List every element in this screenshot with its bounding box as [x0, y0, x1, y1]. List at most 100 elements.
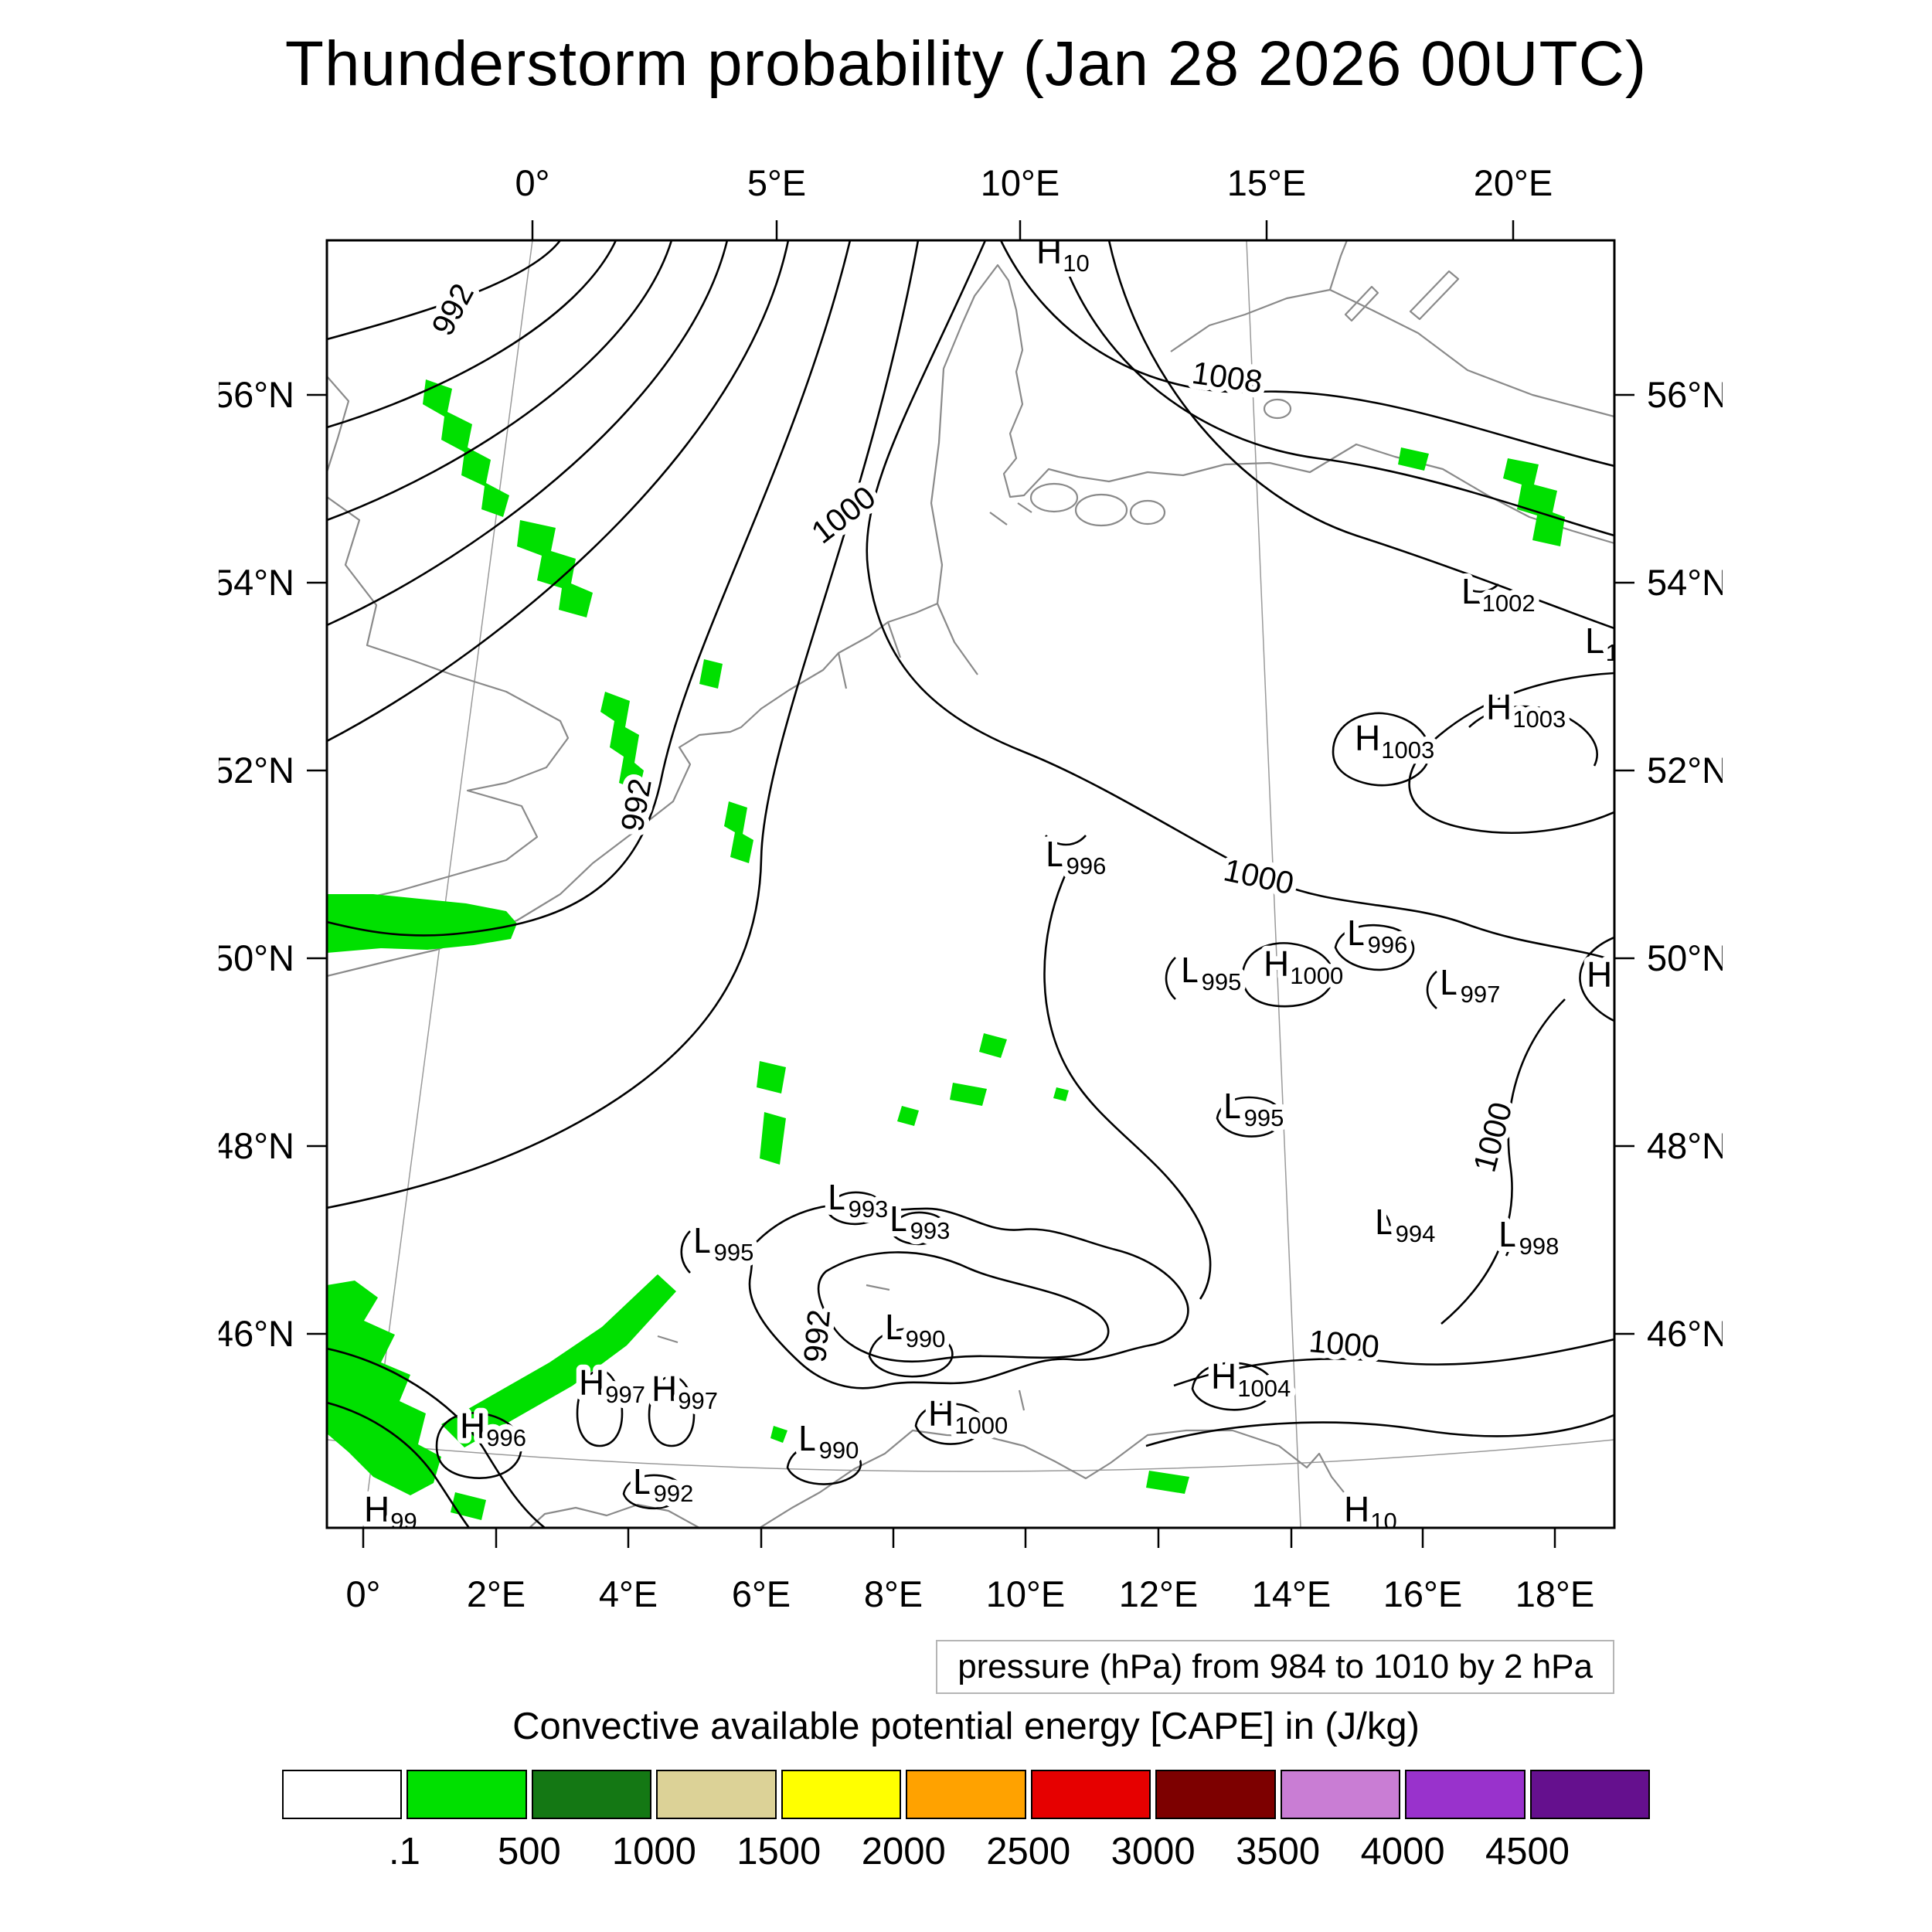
isobar-value-label: 992 [797, 1308, 837, 1364]
isobar-path [1216, 1096, 1284, 1138]
isobar-value-label: 1000 [1308, 1323, 1381, 1365]
axis-label-top: 5°E [747, 162, 806, 203]
axis-label-top: 10°E [981, 162, 1060, 203]
coastline-path [759, 1429, 1380, 1528]
pressure-center-label-l996: L996 [1046, 834, 1106, 879]
isobar-path [889, 1211, 947, 1246]
colorbar-cell [656, 1770, 777, 1819]
cape-region [1053, 1087, 1069, 1101]
isobar-path [1468, 705, 1598, 767]
axis-label-left: 50°N [219, 937, 294, 978]
pressure-center-label-h997: H997 [651, 1369, 718, 1414]
pressure-center-label-l996: L996 [1347, 913, 1407, 958]
cape-region [724, 801, 753, 863]
colorbar-tick-label: 500 [498, 1831, 561, 1872]
cape-region [979, 1033, 1007, 1058]
pressure-center-label-h1000: H1000 [928, 1393, 1008, 1439]
isobar-path [999, 240, 1614, 468]
pressure-center-label-l1002: L1002 [1461, 571, 1536, 617]
colorbar-tick-label: .1 [389, 1831, 420, 1872]
isobar-path [1334, 923, 1415, 971]
isobar-path [1191, 1362, 1274, 1411]
colorbar-tick-labels: .1 500 1000 1500 2000 2500 3000 3500 4000 4500 [282, 1830, 1650, 1878]
pressure-cape-map-svg: H10 L1002 L10 H1003 H1003 L996 L996 L995 H1000 L9… [213, 162, 1728, 1614]
coastline-path [989, 502, 1032, 526]
colorbar-cell [1405, 1770, 1526, 1819]
island-outline [1409, 270, 1460, 321]
axis-label-right: 52°N [1647, 750, 1723, 791]
coastline-path [529, 1503, 700, 1528]
cape-region [757, 1061, 786, 1094]
graticule-lines [327, 240, 1614, 1528]
coastline-path [327, 376, 350, 473]
isobar-path [1165, 957, 1176, 1000]
graticule-meridian [1246, 240, 1301, 1528]
island-outline [1263, 398, 1292, 420]
pressure-center-label-h1000: H1000 [1264, 944, 1343, 989]
axis-label-bottom: 10°E [986, 1573, 1065, 1614]
pressure-center-label-l993: L993 [889, 1199, 950, 1244]
axis-label-bottom: 12°E [1119, 1573, 1198, 1614]
cape-region [1503, 458, 1565, 546]
isobar-path [622, 1474, 684, 1510]
isobar-path [1461, 583, 1499, 594]
axis-label-bottom: 18°E [1515, 1573, 1594, 1614]
isobar-path [1579, 936, 1614, 1022]
isobar-path [1440, 998, 1566, 1325]
cape-shading [327, 379, 1565, 1520]
colorbar-tick-label: 3000 [1111, 1831, 1196, 1872]
axis-label-left: 54°N [219, 562, 294, 603]
colorbar-tick-label: 4000 [1360, 1831, 1445, 1872]
pressure-center-label-h1: H1 [1587, 954, 1626, 1000]
isobar-path [327, 240, 562, 341]
pressure-center-label-l10: L10 [1585, 621, 1632, 666]
axis-label-top: 20°E [1474, 162, 1553, 203]
colorbar-cell [282, 1770, 403, 1819]
pressure-center-label-l994: L994 [1375, 1202, 1435, 1247]
isobar-path [1055, 240, 1614, 537]
cape-region [897, 1106, 919, 1126]
colorbar-cell [531, 1770, 652, 1819]
pressure-center-label-h10: H10 [1036, 231, 1090, 277]
colorbar-cell [906, 1770, 1026, 1819]
isobar-path [1045, 835, 1087, 846]
pressure-center-label-l995: L995 [1223, 1086, 1284, 1131]
axis-label-bottom: 6°E [732, 1573, 791, 1614]
colorbar-cell [406, 1770, 527, 1819]
isobar-path [327, 1401, 471, 1528]
isobar-path [327, 240, 790, 743]
isobar-value-label: 992 [614, 776, 658, 834]
isobar-path [648, 1375, 696, 1447]
coastline-path [1170, 240, 1349, 352]
cape-region [600, 692, 644, 791]
axis-label-top: 0° [515, 162, 550, 203]
axis-label-bottom: 16°E [1383, 1573, 1462, 1614]
colorbar-cell [1155, 1770, 1276, 1819]
pressure-center-label-l992: L992 [633, 1461, 693, 1507]
colorbar-tick-label: 2500 [986, 1831, 1071, 1872]
coastline-path [327, 264, 1614, 978]
coastline-path [1329, 289, 1614, 418]
colorbar-cell [781, 1770, 902, 1819]
pressure-center-label-h997: H997 [579, 1362, 645, 1408]
isobar-path [1145, 1413, 1614, 1447]
colorbar-tick-label: 1500 [736, 1831, 821, 1872]
axis-label-bottom: 0° [346, 1573, 381, 1614]
island-outline [1029, 482, 1079, 513]
isobar-path [1241, 942, 1335, 1008]
colorbar-tick-label: 3500 [1236, 1831, 1321, 1872]
colorbar [282, 1770, 1650, 1819]
cape-region [1398, 447, 1429, 471]
coastlines [327, 240, 1614, 1528]
axis-label-left: 48°N [219, 1125, 294, 1166]
isobar-value-label: 1008 [1190, 355, 1265, 400]
pressure-center-label-h1003: H1003 [1355, 718, 1434, 764]
colorbar-cell [1030, 1770, 1151, 1819]
colorbar-tick-label: 4500 [1485, 1831, 1570, 1872]
isobar-path [786, 1443, 862, 1485]
axis-label-right: 54°N [1647, 562, 1723, 603]
isobar-value-label: 1000 [1221, 852, 1298, 901]
axis-label-bottom: 2°E [467, 1573, 526, 1614]
isobar-path [1377, 1206, 1391, 1240]
